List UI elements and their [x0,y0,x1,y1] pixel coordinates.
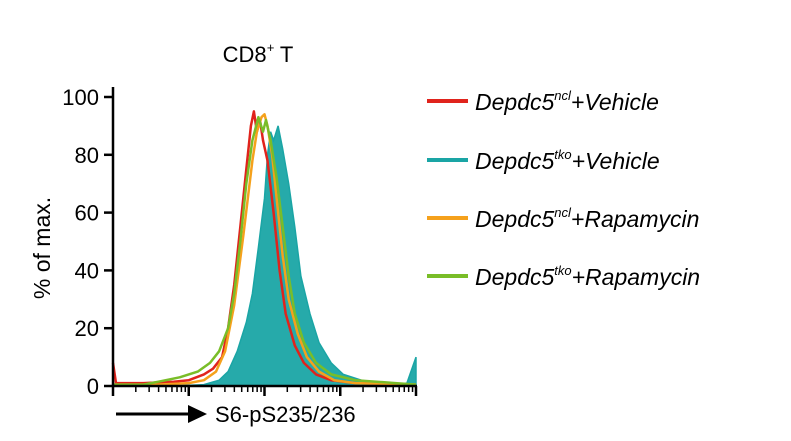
legend-label: Depdc5ncl+Vehicle [475,88,659,115]
x-axis-arrow-icon [116,405,207,423]
y-tick-label: 80 [75,143,99,168]
chart-title: CD8+ T [223,40,294,67]
y-axis-label: % of max. [29,197,55,299]
y-tick-label: 40 [75,258,99,283]
legend-label: Depdc5tko+Rapamycin [475,263,700,290]
x-axis-label: S6-pS235/236 [215,402,356,427]
series-line-3 [113,115,417,386]
y-tick-label: 100 [62,85,99,110]
x-ticks [111,386,418,396]
y-tick-label: 0 [87,374,99,399]
legend: Depdc5ncl+Vehicle Depdc5tko+Vehicle Depdc5… [427,88,700,290]
y-ticks: 0 20 40 60 80 100 [62,85,113,399]
y-tick-label: 60 [75,201,99,226]
legend-label: Depdc5ncl+Rapamycin [475,205,699,232]
legend-label: Depdc5tko+Vehicle [475,147,660,174]
plot-area [111,110,417,387]
series-line-2 [113,113,417,386]
series-line-0 [111,110,417,386]
series-area-1 [113,125,417,387]
y-tick-label: 20 [75,316,99,341]
